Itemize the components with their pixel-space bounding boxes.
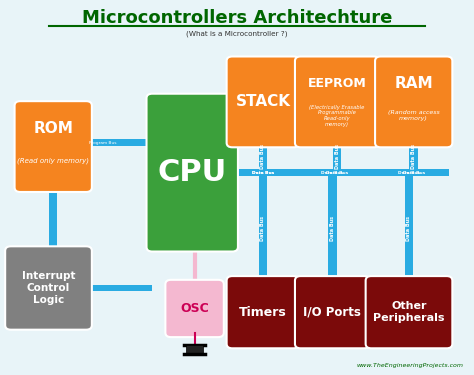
Text: Data Bus: Data Bus <box>402 171 425 175</box>
Bar <box>405 176 413 280</box>
Bar <box>49 285 86 291</box>
Text: Data Bus: Data Bus <box>252 171 274 175</box>
Text: Data Bus: Data Bus <box>407 216 411 241</box>
Text: (Read only memory): (Read only memory) <box>17 157 89 164</box>
Text: Data Bus: Data Bus <box>321 171 344 175</box>
Text: (Electrically Erasable
Programmable
Read-only
memory): (Electrically Erasable Programmable Read… <box>310 105 365 127</box>
Text: Data Bus: Data Bus <box>326 171 348 175</box>
Text: Microcontrollers Architechture: Microcontrollers Architechture <box>82 9 392 27</box>
Text: EEPROM: EEPROM <box>308 77 366 90</box>
FancyBboxPatch shape <box>375 57 452 147</box>
FancyBboxPatch shape <box>146 94 238 252</box>
Text: Data Bus: Data Bus <box>335 144 340 168</box>
Bar <box>410 143 418 169</box>
FancyBboxPatch shape <box>295 57 379 147</box>
Text: (Random access
memory): (Random access memory) <box>388 110 439 121</box>
Text: www.TheEngineeringProjects.com: www.TheEngineeringProjects.com <box>356 363 463 368</box>
Text: STACK: STACK <box>236 94 291 110</box>
Bar <box>57 140 152 146</box>
Text: CPU: CPU <box>158 158 227 187</box>
Bar <box>259 176 267 280</box>
FancyBboxPatch shape <box>227 57 299 147</box>
Text: Timers: Timers <box>239 306 287 319</box>
Bar <box>232 169 449 176</box>
Bar <box>86 285 152 291</box>
Text: Other
Peripherals: Other Peripherals <box>373 302 445 323</box>
FancyBboxPatch shape <box>5 246 92 330</box>
Text: Interrupt
Control
Logic: Interrupt Control Logic <box>22 272 75 304</box>
Text: Data Bus: Data Bus <box>260 144 265 168</box>
Text: Data Bus: Data Bus <box>252 171 274 175</box>
Text: I/O Ports: I/O Ports <box>303 306 361 319</box>
Text: ROM: ROM <box>33 121 73 136</box>
Text: Program Bus: Program Bus <box>89 141 117 145</box>
Text: OSC: OSC <box>180 302 209 315</box>
Bar <box>49 106 57 288</box>
Text: Data Bus: Data Bus <box>330 216 335 241</box>
FancyBboxPatch shape <box>365 276 452 348</box>
FancyBboxPatch shape <box>295 276 370 348</box>
Text: Data Bus: Data Bus <box>398 171 420 175</box>
FancyBboxPatch shape <box>227 276 299 348</box>
Bar <box>333 143 341 169</box>
FancyBboxPatch shape <box>165 280 224 337</box>
Text: RAM: RAM <box>394 76 433 92</box>
Bar <box>328 176 337 280</box>
Bar <box>259 143 267 169</box>
Text: Data Bus: Data Bus <box>260 216 265 241</box>
FancyBboxPatch shape <box>15 101 92 192</box>
Text: (What is a Microcontroller ?): (What is a Microcontroller ?) <box>186 30 288 37</box>
Bar <box>186 345 203 354</box>
Text: Data Bus: Data Bus <box>411 144 416 168</box>
